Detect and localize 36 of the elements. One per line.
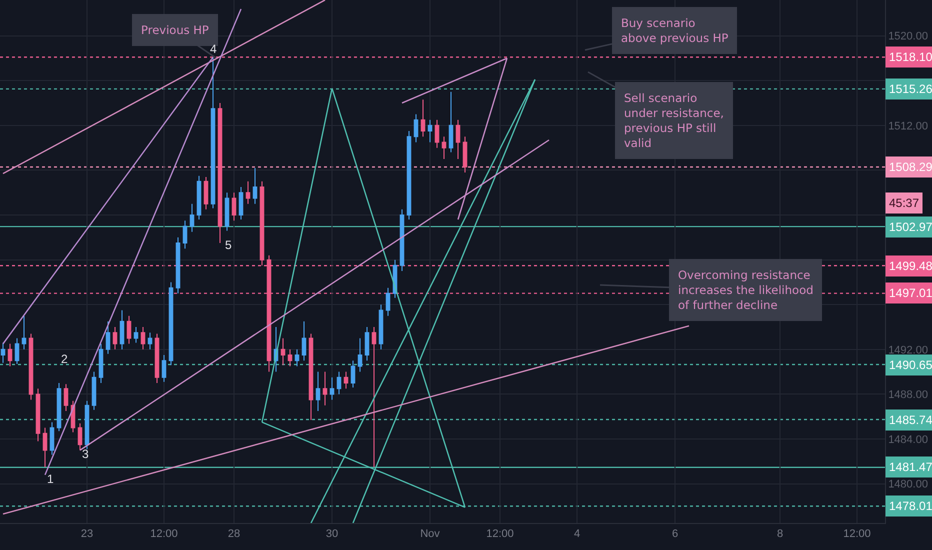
x-tick-label: 4 xyxy=(574,528,580,540)
text: 45:37 xyxy=(889,196,920,210)
y-tick-label: 1480.00 xyxy=(888,478,928,491)
y-tick-label: 1484.00 xyxy=(888,434,928,446)
y-tick-label: 1492.00 xyxy=(888,344,928,356)
annotation: Overcoming resistance increases the likelihood of further decline xyxy=(678,268,814,312)
annotation: 1 xyxy=(47,472,54,486)
ref-line-label: 1502.97 xyxy=(889,220,932,234)
y-tick-label: 1512.00 xyxy=(888,120,928,132)
annotation: 4 xyxy=(210,42,217,56)
annotation: 5 xyxy=(225,238,232,252)
x-tick-label: 12:00 xyxy=(150,528,178,540)
y-tick-label: 1488.00 xyxy=(888,389,928,402)
ref-line-label: 1481.47 xyxy=(889,460,932,474)
x-tick-label: 12:00 xyxy=(843,528,871,540)
x-tick-label: 8 xyxy=(776,528,784,540)
y-tick-label: 1520.00 xyxy=(888,30,928,43)
annotation: Sell scenario under resistance, previous HP still valid xyxy=(624,91,724,150)
ref-line-label: 1499.48 xyxy=(889,259,932,273)
x-tick-label: 28 xyxy=(228,528,240,540)
ref-line-label: 1515.26 xyxy=(889,82,932,96)
ref-line-label: 1490.65 xyxy=(889,358,932,372)
ref-line-label: 1485.74 xyxy=(889,413,932,427)
x-tick-label: 23 xyxy=(80,528,94,540)
x-tick-label: 30 xyxy=(326,528,338,540)
annotation: 2 xyxy=(61,352,68,366)
ref-line-label: 1497.01 xyxy=(889,286,932,300)
x-tick-label: 12:00 xyxy=(486,528,514,540)
x-tick-label: Nov xyxy=(420,528,440,540)
ref-line-label: 1478.01 xyxy=(889,499,932,513)
annotation: 3 xyxy=(82,447,89,461)
x-tick-label: 6 xyxy=(672,528,678,540)
ref-line-label: 1508.29 xyxy=(889,160,932,174)
ref-line-label: 1518.10 xyxy=(889,50,932,64)
annotation: Previous HP xyxy=(141,23,209,37)
annotation: Buy scenario above previous HP xyxy=(621,16,728,45)
